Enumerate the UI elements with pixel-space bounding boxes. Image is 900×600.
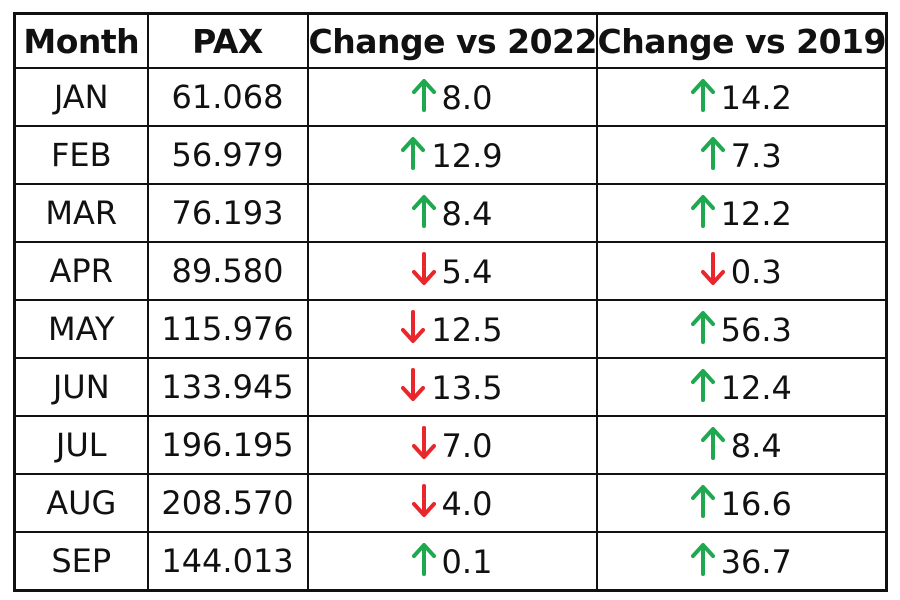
arrow-up-icon (690, 368, 715, 402)
change-vs-2022-cell: 12.9 (306, 125, 598, 185)
change-vs-2022-cell-value: 12.9 (431, 137, 503, 175)
pax-table: Month PAX Change vs 2022 Change vs 2019 … (13, 12, 888, 592)
change-vs-2019-cell: 14.2 (595, 67, 888, 127)
pax-cell: 56.979 (146, 125, 309, 185)
change-vs-2022-cell: 4.0 (306, 473, 598, 533)
arrow-up-icon (411, 78, 436, 112)
month-cell: APR (13, 241, 149, 301)
month-cell: AUG (13, 473, 149, 533)
change-vs-2019-cell: 12.4 (595, 357, 888, 417)
month-cell: MAR (13, 183, 149, 243)
pax-cell: 144.013 (146, 531, 309, 592)
change-vs-2022-cell: 7.0 (306, 415, 598, 475)
arrow-up-icon (700, 426, 725, 460)
change-vs-2022-cell-value: 4.0 (441, 485, 493, 523)
change-vs-2019-cell: 0.3 (595, 241, 888, 301)
change-vs-2019-cell: 36.7 (595, 531, 888, 592)
change-vs-2019-cell-value: 12.2 (720, 195, 792, 233)
change-vs-2022-cell: 12.5 (306, 299, 598, 359)
change-vs-2019-cell: 7.3 (595, 125, 888, 185)
change-vs-2019-cell-value: 56.3 (720, 311, 792, 349)
change-vs-2022-cell: 8.4 (306, 183, 598, 243)
month-cell: JUN (13, 357, 149, 417)
change-vs-2022-cell-value: 5.4 (441, 253, 493, 291)
month-cell: MAY (13, 299, 149, 359)
pax-cell: 208.570 (146, 473, 309, 533)
header-month: Month (13, 12, 149, 69)
change-vs-2019-cell: 8.4 (595, 415, 888, 475)
arrow-down-icon (411, 252, 436, 286)
header-change-vs-2022: Change vs 2022 (306, 12, 598, 69)
arrow-down-icon (700, 252, 725, 286)
arrow-up-icon (411, 194, 436, 228)
arrow-up-icon (401, 136, 426, 170)
change-vs-2019-cell: 56.3 (595, 299, 888, 359)
change-vs-2022-cell: 13.5 (306, 357, 598, 417)
header-row: Month PAX Change vs 2022 Change vs 2019 (13, 12, 888, 69)
change-vs-2022-cell-value: 8.0 (441, 79, 493, 117)
arrow-up-icon (690, 542, 715, 576)
pax-cell: 89.580 (146, 241, 309, 301)
table-row: JUL 196.195 7.0 8.4 (13, 415, 888, 475)
pax-cell: 76.193 (146, 183, 309, 243)
table-row: JUN 133.945 13.5 12.4 (13, 357, 888, 417)
pax-cell: 196.195 (146, 415, 309, 475)
table-row: APR 89.580 5.4 0.3 (13, 241, 888, 301)
change-vs-2019-cell-value: 7.3 (730, 137, 782, 175)
arrow-up-icon (690, 484, 715, 518)
arrow-up-icon (690, 78, 715, 112)
month-cell: FEB (13, 125, 149, 185)
table-header: Month PAX Change vs 2022 Change vs 2019 (13, 12, 888, 69)
arrow-up-icon (411, 542, 436, 576)
change-vs-2019-cell-value: 36.7 (720, 543, 792, 581)
arrow-up-icon (700, 136, 725, 170)
pax-cell: 115.976 (146, 299, 309, 359)
table-row: MAR 76.193 8.4 12.2 (13, 183, 888, 243)
arrow-down-icon (401, 310, 426, 344)
change-vs-2019-cell-value: 0.3 (730, 253, 782, 291)
arrow-down-icon (401, 368, 426, 402)
change-vs-2019-cell-value: 8.4 (730, 427, 782, 465)
change-vs-2022-cell: 0.1 (306, 531, 598, 592)
table-row: JAN 61.068 8.0 14.2 (13, 67, 888, 127)
table-row: SEP 144.013 0.1 36.7 (13, 531, 888, 592)
pax-cell: 61.068 (146, 67, 309, 127)
change-vs-2019-cell-value: 12.4 (720, 369, 792, 407)
table-row: FEB 56.979 12.9 7.3 (13, 125, 888, 185)
arrow-down-icon (411, 426, 436, 460)
table-body: JAN 61.068 8.0 14.2 FEB 56.979 12.9 7.3 MAR 76.19… (13, 67, 888, 592)
arrow-up-icon (690, 194, 715, 228)
change-vs-2022-cell-value: 8.4 (441, 195, 493, 233)
header-change-vs-2019: Change vs 2019 (595, 12, 888, 69)
change-vs-2022-cell-value: 12.5 (431, 311, 503, 349)
month-cell: SEP (13, 531, 149, 592)
change-vs-2022-cell-value: 7.0 (441, 427, 493, 465)
pax-cell: 133.945 (146, 357, 309, 417)
arrow-up-icon (690, 310, 715, 344)
arrow-down-icon (411, 484, 436, 518)
change-vs-2022-cell: 5.4 (306, 241, 598, 301)
change-vs-2022-cell-value: 0.1 (441, 543, 493, 581)
change-vs-2019-cell-value: 14.2 (720, 79, 792, 117)
month-cell: JAN (13, 67, 149, 127)
change-vs-2019-cell: 16.6 (595, 473, 888, 533)
table-row: MAY 115.976 12.5 56.3 (13, 299, 888, 359)
change-vs-2022-cell-value: 13.5 (431, 369, 503, 407)
month-cell: JUL (13, 415, 149, 475)
change-vs-2019-cell-value: 16.6 (720, 485, 792, 523)
header-pax: PAX (146, 12, 309, 69)
change-vs-2019-cell: 12.2 (595, 183, 888, 243)
change-vs-2022-cell: 8.0 (306, 67, 598, 127)
table-row: AUG 208.570 4.0 16.6 (13, 473, 888, 533)
